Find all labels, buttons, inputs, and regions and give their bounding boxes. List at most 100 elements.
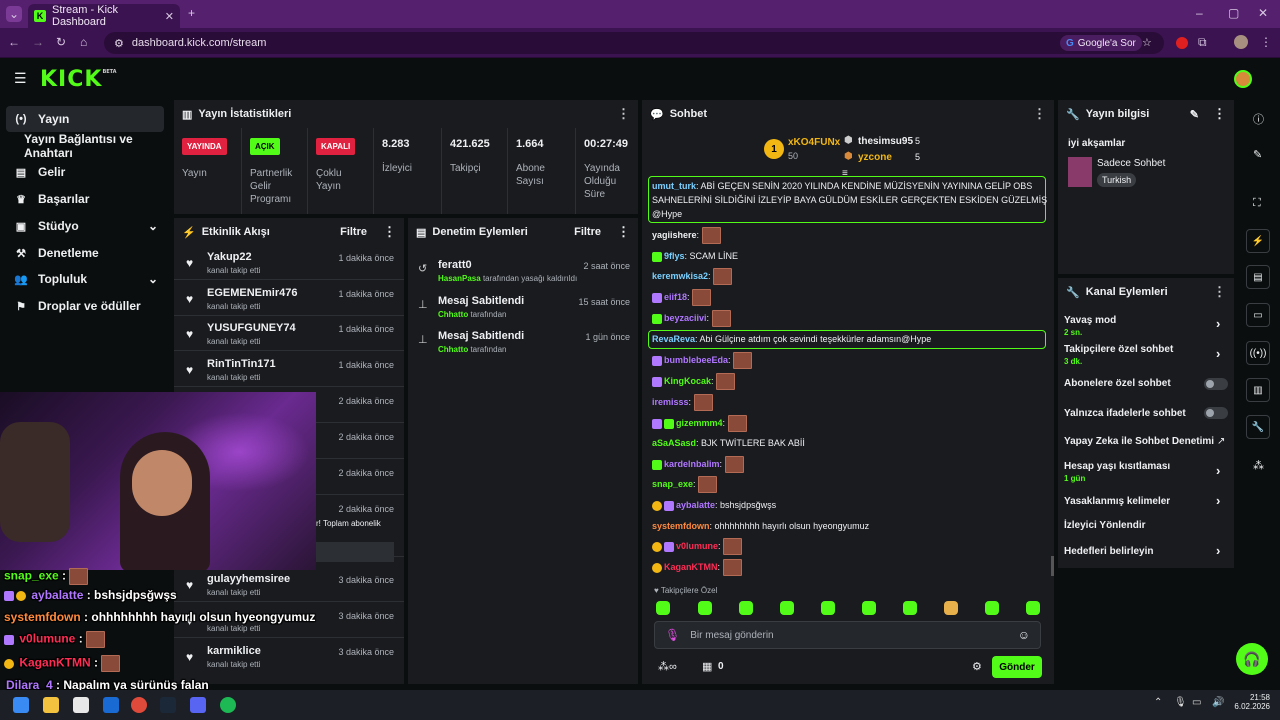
minimize-icon[interactable]: – xyxy=(1196,6,1203,20)
nav-item-stream-key[interactable]: Yayın Bağlantısı ve Anahtarı xyxy=(6,132,172,160)
site-info-icon[interactable]: ⚙ xyxy=(114,37,124,50)
chat-username[interactable]: beyzaciivi xyxy=(664,312,707,323)
chevron-right-icon[interactable]: › xyxy=(1216,493,1221,508)
more-icon[interactable]: ⋮ xyxy=(1213,284,1226,299)
activity-action-bar[interactable] xyxy=(316,542,394,562)
chat-username[interactable]: v0lumune xyxy=(676,540,719,551)
mic-tray-icon[interactable]: 🎙 xyxy=(1174,697,1187,708)
discord-icon[interactable] xyxy=(190,697,206,713)
chat-scrollbar[interactable] xyxy=(1051,556,1054,576)
hamburger-menu-icon[interactable]: ☰ xyxy=(14,70,27,86)
more-icon[interactable]: ⋮ xyxy=(1033,106,1046,121)
chat-username[interactable]: umut_turk xyxy=(652,181,697,191)
subs-only-toggle[interactable] xyxy=(1204,378,1228,390)
outlook-icon[interactable] xyxy=(103,697,119,713)
chat-rail-button[interactable]: ▭ xyxy=(1246,303,1270,327)
sticker-emote[interactable] xyxy=(739,601,753,615)
tab-close-icon[interactable]: ✕ xyxy=(164,10,174,23)
spotify-icon[interactable] xyxy=(220,697,236,713)
layout-rail-button[interactable]: ▥ xyxy=(1246,378,1270,402)
sticker-emote[interactable] xyxy=(862,601,876,615)
edit-icon[interactable]: ✎ xyxy=(1253,149,1263,161)
chat-username[interactable]: KaganKTMN xyxy=(664,561,718,572)
reload-icon[interactable]: ↻ xyxy=(56,35,67,49)
tools-rail-button[interactable]: 🔧 xyxy=(1246,415,1270,439)
maximize-icon[interactable]: ▢ xyxy=(1228,6,1240,20)
volume-tray-icon[interactable]: 🔊 xyxy=(1212,697,1225,708)
forward-icon[interactable]: → xyxy=(32,35,44,49)
action-goals[interactable]: Hedefleri belirleyin xyxy=(1064,546,1153,557)
sticker-emote[interactable] xyxy=(985,601,999,615)
tray-expand-icon[interactable]: ⌃ xyxy=(1154,697,1163,708)
chat-username[interactable]: 9flys xyxy=(664,251,685,261)
google-ask-button[interactable]: G Google'a Sor xyxy=(1060,35,1142,51)
store-icon[interactable] xyxy=(73,697,89,713)
kick-logo[interactable]: KICKBETA xyxy=(40,67,117,92)
more-icon[interactable]: ⋮ xyxy=(383,224,396,239)
action-raid[interactable]: İzleyici Yönlendir xyxy=(1064,520,1146,531)
nav-item-basarilar[interactable]: ♛ Başarılar xyxy=(6,186,164,212)
chat-username[interactable]: yagiishere xyxy=(652,229,697,240)
chrome-icon[interactable] xyxy=(131,697,147,713)
steam-icon[interactable] xyxy=(160,697,176,713)
chat-input[interactable]: 🎙 Bir mesaj gönderin ☺ xyxy=(654,621,1041,649)
mic-icon[interactable]: 🎙 xyxy=(665,628,681,642)
sticker-emote[interactable] xyxy=(698,601,712,615)
url-bar[interactable]: ⚙ dashboard.kick.com/stream G Google'a So… xyxy=(104,32,1164,54)
chat-username[interactable]: gizemmm4 xyxy=(676,417,723,428)
action-banned-words[interactable]: Yasaklanmış kelimeler xyxy=(1064,496,1170,507)
emotes-only-toggle[interactable] xyxy=(1204,407,1228,419)
tray-clock[interactable]: 21:58 6.02.2026 xyxy=(1234,693,1270,711)
new-tab-icon[interactable]: + xyxy=(188,6,196,20)
chat-username[interactable]: systemfdown xyxy=(652,521,710,531)
emoji-icon[interactable]: ☺ xyxy=(1017,628,1030,642)
nav-item-topluluk[interactable]: 👥 Topluluk ⌄ xyxy=(6,266,164,292)
sticker-emote[interactable] xyxy=(656,601,670,615)
support-headset-button[interactable]: 🎧 xyxy=(1236,643,1268,675)
chat-username[interactable]: RevaReva xyxy=(652,334,696,344)
edit-icon[interactable]: ✎ xyxy=(1189,108,1199,121)
file-explorer-icon[interactable] xyxy=(43,697,59,713)
sticker-emote[interactable] xyxy=(944,601,958,615)
action-slow-mode[interactable]: Yavaş mod 2 sn. xyxy=(1064,315,1116,337)
info-icon[interactable]: ⓘ xyxy=(1253,114,1264,126)
windows-start-icon[interactable] xyxy=(13,697,29,713)
leader-name[interactable]: xKO4FUNx xyxy=(788,137,841,148)
action-account-age[interactable]: Hesap yaşı kısıtlaması 1 gün xyxy=(1064,461,1170,483)
profile-avatar[interactable] xyxy=(1234,35,1248,49)
chevron-right-icon[interactable]: › xyxy=(1216,543,1221,558)
chat-username[interactable]: snap_exe xyxy=(652,478,694,489)
chat-username[interactable]: keremwkisa2 xyxy=(652,270,709,281)
more-icon[interactable]: ⋮ xyxy=(617,224,630,239)
leader-name[interactable]: thesimsu95 xyxy=(858,136,914,147)
chat-username[interactable]: bumblebeeEda xyxy=(664,354,729,365)
monitor-tray-icon[interactable]: ▭ xyxy=(1192,697,1202,708)
home-icon[interactable]: ⌂ xyxy=(80,35,88,49)
expand-leaders-icon[interactable]: ≡ xyxy=(842,168,848,179)
browser-tab[interactable]: K Stream - Kick Dashboard ✕ xyxy=(28,4,180,28)
sticker-emote[interactable] xyxy=(903,601,917,615)
chevron-right-icon[interactable]: › xyxy=(1216,346,1221,361)
nav-item-yayin[interactable]: (•) Yayın xyxy=(6,106,164,132)
activity-filter-button[interactable]: Filtre xyxy=(340,226,367,238)
chat-username[interactable]: eiif18 xyxy=(664,291,688,302)
fullscreen-icon[interactable]: ⛶ xyxy=(1253,197,1261,209)
broadcast-rail-button[interactable]: ((•)) xyxy=(1246,341,1270,365)
external-link-icon[interactable]: ↗ xyxy=(1217,436,1226,447)
nav-item-droplar[interactable]: ⚑ Droplar ve ödüller xyxy=(6,293,164,319)
chat-username[interactable]: iremisss xyxy=(652,396,689,407)
extension-icon[interactable] xyxy=(1176,37,1188,49)
chat-username[interactable]: KingKocak xyxy=(664,375,712,386)
chat-settings-icon[interactable]: ⚙ xyxy=(972,661,982,673)
sticker-emote[interactable] xyxy=(780,601,794,615)
chevron-right-icon[interactable]: › xyxy=(1216,463,1221,478)
chevron-right-icon[interactable]: › xyxy=(1216,316,1221,331)
chat-username[interactable]: aybalatte xyxy=(676,500,716,510)
notes-rail-button[interactable]: ▤ xyxy=(1246,265,1270,289)
nav-item-studyo[interactable]: ▣ Stüdyo ⌄ xyxy=(6,213,164,239)
lightning-rail-button[interactable]: ⚡ xyxy=(1246,229,1270,253)
category-name[interactable]: Sadece Sohbet xyxy=(1097,158,1166,169)
action-followers-only[interactable]: Takipçilere özel sohbet 3 dk. xyxy=(1064,344,1173,366)
community-icon[interactable]: ⁂ xyxy=(1253,460,1264,472)
browser-menu-icon[interactable]: ⋮ xyxy=(1260,35,1272,49)
